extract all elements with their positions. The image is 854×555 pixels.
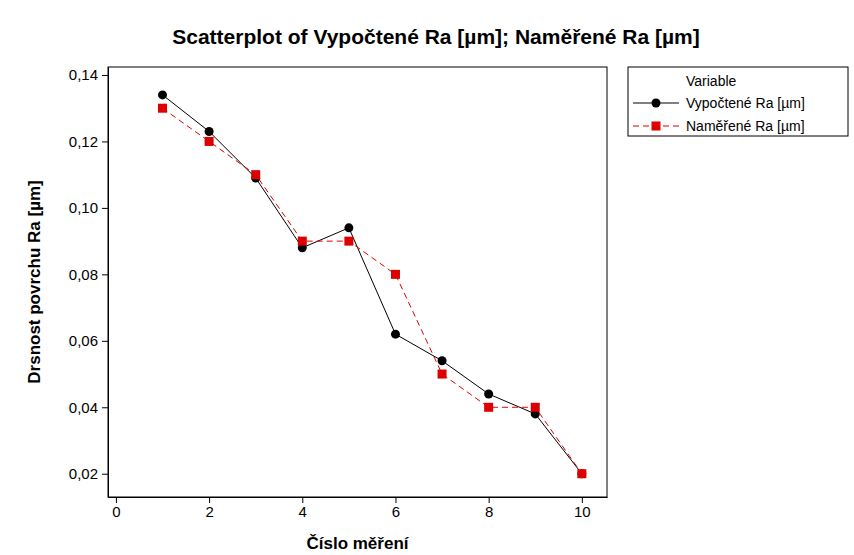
y-tick-mark [102, 141, 108, 142]
data-point [205, 127, 214, 136]
data-point [158, 90, 167, 99]
y-tick-mark [102, 474, 108, 475]
axis-line [109, 497, 608, 498]
y-tick: 0,14 [69, 66, 108, 83]
y-tick-mark [102, 407, 108, 408]
y-tick-label: 0,08 [69, 266, 98, 283]
x-tick-label: 10 [574, 503, 591, 520]
data-point [531, 403, 540, 412]
x-tick: 0 [112, 497, 120, 520]
background [0, 0, 854, 555]
x-tick-label: 0 [112, 503, 120, 520]
series-line [163, 108, 582, 474]
x-tick-label: 6 [392, 503, 400, 520]
series-line [163, 95, 582, 474]
data-point [484, 389, 493, 398]
x-tick: 10 [574, 497, 591, 520]
x-tick: 8 [485, 497, 493, 520]
data-point [298, 237, 307, 246]
y-axis: 0,02 0,04 0,06 0,08 0,10 0,12 0,14 [69, 66, 109, 497]
y-tick-label: 0,10 [69, 199, 98, 216]
y-tick: 0,02 [69, 465, 108, 482]
x-axis-title: Číslo měření [306, 534, 409, 553]
data-point [344, 223, 353, 232]
axis-line [108, 68, 109, 498]
x-tick: 2 [205, 497, 213, 520]
data-point [484, 403, 493, 412]
x-tick-label: 2 [205, 503, 213, 520]
data-point [391, 330, 400, 339]
x-tick-label: 8 [485, 503, 493, 520]
x-tick: 6 [392, 497, 400, 520]
data-point [438, 356, 447, 365]
x-axis: 0 2 4 6 8 10 [109, 497, 608, 520]
y-tick-mark [102, 75, 108, 76]
y-tick-mark [102, 341, 108, 342]
title: Scatterplot of Vypočtené Ra [µm]; Naměře… [172, 25, 700, 48]
legend: Variable Vypočtené Ra [µm] Naměřené Ra [µm… [628, 67, 848, 136]
chart: 0 2 4 6 8 10 0,02 0,04 0,06 0,08 0,10 0,12 0,14 Scatt… [0, 0, 854, 555]
y-tick-label: 0,14 [69, 66, 98, 83]
series-group [158, 90, 586, 478]
data-point [205, 137, 214, 146]
data-point [251, 170, 260, 179]
y-tick-mark [102, 208, 108, 209]
data-point [577, 469, 586, 478]
legend-marker [652, 99, 661, 108]
legend-label: Naměřené Ra [µm] [686, 118, 805, 134]
data-point [158, 104, 167, 113]
data-point [438, 370, 447, 379]
legend-label: Vypočtené Ra [µm] [686, 95, 805, 111]
data-point [577, 469, 586, 478]
y-tick: 0,12 [69, 133, 108, 150]
series [158, 104, 586, 479]
y-tick: 0,08 [69, 266, 108, 283]
y-tick-label: 0,12 [69, 133, 98, 150]
series [158, 90, 586, 478]
plot-frame [108, 67, 607, 497]
y-tick: 0,10 [69, 199, 108, 216]
legend-entry: Naměřené Ra [µm] [633, 118, 805, 134]
legend-marker [652, 122, 661, 131]
x-tick-label: 4 [299, 503, 307, 520]
y-tick-label: 0,02 [69, 465, 98, 482]
y-tick: 0,06 [69, 332, 108, 349]
y-tick: 0,04 [69, 399, 108, 416]
y-tick-mark [102, 274, 108, 275]
y-tick-label: 0,06 [69, 332, 98, 349]
legend-entry: Vypočtené Ra [µm] [633, 95, 805, 111]
data-point [391, 270, 400, 279]
data-point [344, 237, 353, 246]
x-tick: 4 [299, 497, 307, 520]
legend-title: Variable [686, 73, 737, 89]
y-tick-label: 0,04 [69, 399, 98, 416]
y-axis-title: Drsnost povrchu Ra [µm] [25, 180, 44, 383]
legend-box [628, 67, 848, 136]
